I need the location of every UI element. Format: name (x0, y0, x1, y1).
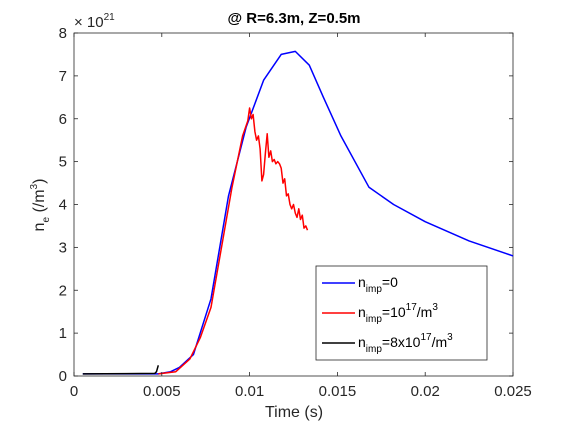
y-axis-exponent: × 1021 (74, 12, 115, 31)
y-tick-label: 5 (59, 154, 67, 171)
y-tick-label: 2 (59, 282, 67, 299)
y-tick-label: 0 (59, 368, 67, 385)
series-line-nimp0 (82, 50, 514, 375)
x-tick-label: 0.025 (494, 383, 532, 400)
legend-item-nimp0: nimp=0 (322, 274, 398, 295)
plot-area: 0 0.005 0.01 0.015 0.02 0.025 0 1 2 3 4 5 6 7 8 (59, 25, 532, 400)
legend-item-nimp1e17: nimp=1017/m3 (322, 302, 438, 325)
series-layer (82, 50, 514, 375)
legend: nimp=0 nimp=1017/m3 nimp=8x1017/m3 (315, 265, 488, 361)
legend-label: nimp=0 (358, 274, 398, 295)
legend-label: nimp=8x1017/m3 (358, 332, 453, 355)
y-tick-label: 1 (59, 325, 67, 342)
y-tick-label: 6 (59, 111, 67, 128)
y-axis-label: ne (/m3) (29, 179, 52, 232)
x-tick-label: 0.02 (411, 383, 440, 400)
x-tick-label: 0 (70, 383, 78, 400)
svg-text:× 1021: × 1021 (74, 12, 115, 31)
x-tick-label: 0.01 (235, 383, 264, 400)
chart-title: @ R=6.3m, Z=0.5m (227, 10, 360, 27)
x-tick-label: 0.015 (319, 383, 357, 400)
y-tick-label: 3 (59, 239, 67, 256)
legend-item-nimp8e17: nimp=8x1017/m3 (322, 332, 453, 355)
y-tick-label: 4 (59, 197, 67, 214)
series-line-nimp1e17 (158, 107, 309, 375)
x-tick-label: 0.005 (143, 383, 181, 400)
y-tick-label: 7 (59, 68, 67, 85)
legend-label: nimp=1017/m3 (358, 302, 438, 325)
ticks-layer: 0 0.005 0.01 0.015 0.02 0.025 0 1 2 3 4 5 6 7 8 (59, 25, 532, 400)
x-axis-label: Time (s) (265, 404, 323, 421)
svg-text:ne (/m3): ne (/m3) (29, 179, 52, 232)
series-line-nimp8e17 (82, 365, 160, 375)
y-tick-label: 8 (59, 25, 67, 42)
